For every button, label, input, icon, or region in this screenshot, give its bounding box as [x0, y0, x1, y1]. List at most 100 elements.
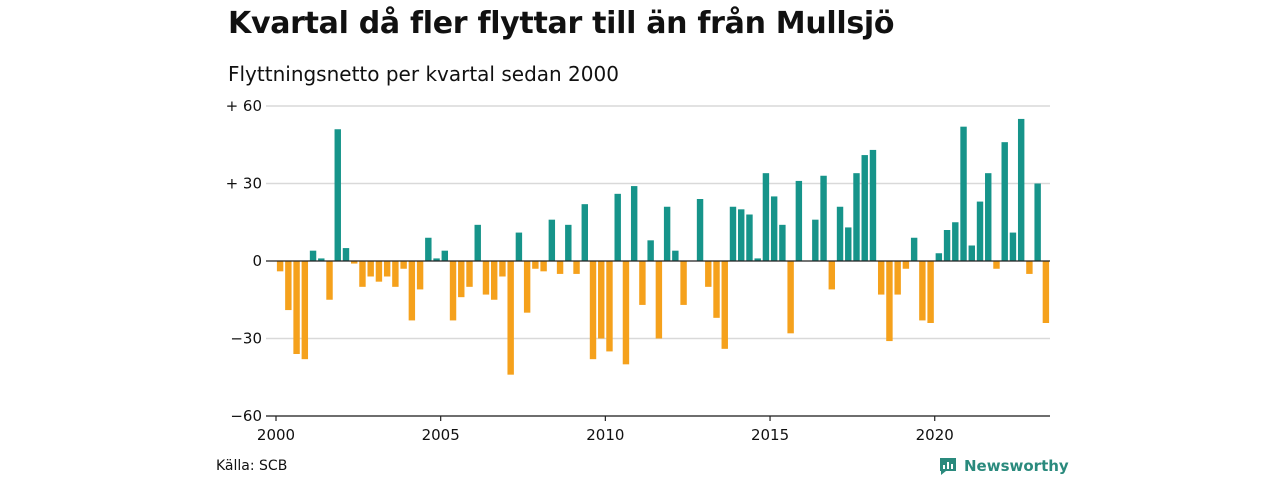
bar — [696, 199, 704, 261]
bar — [499, 261, 506, 277]
source-note: Källa: SCB — [216, 458, 288, 474]
newsworthy-logo-icon — [940, 458, 956, 475]
bar — [910, 237, 918, 261]
bar — [630, 186, 638, 261]
bar — [845, 227, 852, 261]
bar — [828, 261, 836, 290]
bar — [351, 261, 358, 264]
bar — [672, 250, 679, 261]
bar — [433, 258, 440, 261]
bar — [466, 261, 473, 287]
y-tick-label: −60 — [230, 407, 262, 425]
bar — [705, 261, 712, 287]
bar — [894, 261, 901, 295]
bar — [770, 196, 778, 261]
bar — [441, 250, 449, 261]
y-tick-label: + 60 — [226, 97, 262, 115]
bar — [383, 261, 391, 277]
bar — [556, 261, 564, 274]
bar — [400, 261, 407, 269]
bar — [861, 155, 868, 261]
brand-name: Newsworthy — [964, 457, 1069, 475]
bar — [935, 253, 943, 261]
bar — [425, 237, 432, 261]
bar — [943, 230, 951, 261]
bar — [680, 261, 687, 305]
bar — [589, 261, 597, 360]
bar — [598, 261, 605, 339]
bar — [713, 261, 720, 318]
bar — [482, 261, 490, 295]
bar — [474, 224, 481, 261]
bar — [639, 261, 646, 305]
bar — [993, 261, 1000, 269]
y-tick-label: + 30 — [226, 175, 262, 193]
x-tick-label: 2020 — [916, 426, 954, 444]
bar — [416, 261, 424, 290]
bar — [762, 173, 770, 261]
bar — [968, 245, 975, 261]
bar — [458, 261, 465, 298]
bar — [622, 261, 630, 365]
bar — [919, 261, 926, 321]
bar — [985, 173, 992, 261]
bar — [548, 219, 556, 261]
bar — [293, 261, 300, 354]
bar — [326, 261, 333, 300]
bar — [1001, 142, 1008, 261]
bar — [515, 232, 523, 261]
bar — [1034, 183, 1041, 261]
bar — [614, 193, 621, 261]
bar — [276, 261, 284, 272]
bar — [729, 206, 737, 261]
bar — [334, 129, 341, 261]
y-tick-label: 0 — [252, 252, 262, 270]
bar — [573, 261, 580, 274]
x-tick-label: 2005 — [422, 426, 460, 444]
bar — [1026, 261, 1033, 274]
bar — [795, 180, 803, 261]
bar — [408, 261, 416, 321]
bar — [976, 201, 984, 261]
bar — [532, 261, 539, 269]
bar — [359, 261, 366, 287]
bar — [869, 149, 877, 261]
bar — [581, 204, 588, 261]
bar — [540, 261, 547, 272]
bar — [523, 261, 531, 313]
bar — [285, 261, 292, 311]
y-tick-label: −30 — [230, 330, 262, 348]
chart-title: Kvartal då fler flyttar till än från Mul… — [228, 6, 895, 41]
bar — [318, 258, 325, 261]
bar — [606, 261, 613, 352]
bar — [787, 261, 794, 334]
bar — [738, 209, 745, 261]
bar — [1017, 118, 1025, 261]
bar — [375, 261, 383, 282]
bar — [1009, 232, 1017, 261]
bar — [655, 261, 663, 339]
bar — [342, 248, 350, 261]
bar — [721, 261, 728, 349]
bar — [449, 261, 457, 321]
bar — [902, 261, 910, 269]
bar — [960, 126, 967, 261]
bar — [754, 258, 761, 261]
bar — [392, 261, 399, 287]
chart-subtitle: Flyttningsnetto per kvartal sedan 2000 — [228, 62, 619, 86]
bar — [820, 175, 827, 261]
bar — [367, 261, 374, 277]
bar — [812, 219, 819, 261]
x-tick-label: 2010 — [586, 426, 624, 444]
brand-logo: Newsworthy — [938, 456, 1069, 476]
bar — [663, 206, 671, 261]
bar — [1042, 261, 1050, 323]
x-tick-label: 2000 — [257, 426, 295, 444]
bar — [565, 224, 572, 261]
bar — [490, 261, 498, 300]
bar — [853, 173, 860, 261]
bar — [779, 224, 786, 261]
bar — [877, 261, 885, 295]
bar — [301, 261, 309, 360]
